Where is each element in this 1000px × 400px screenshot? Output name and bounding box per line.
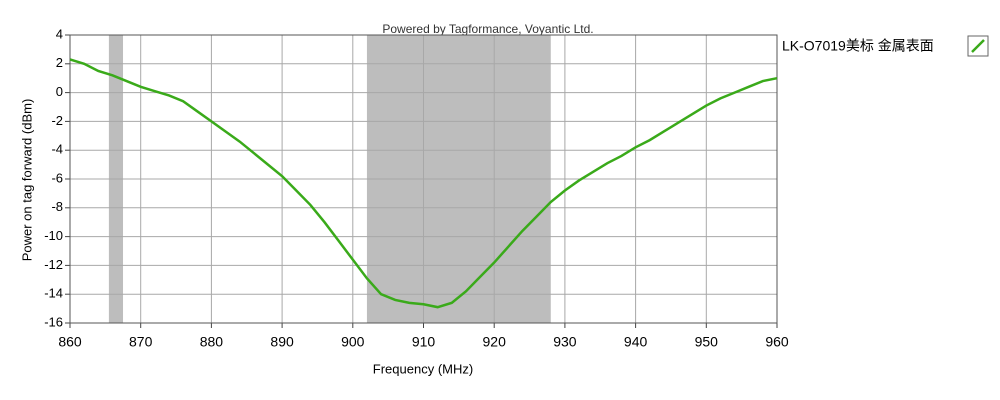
x-tick-label: 940 [624,334,648,350]
x-tick-label: 880 [200,334,224,350]
y-tick-label: -10 [44,228,63,243]
y-tick-label: 2 [56,55,63,70]
x-tick-label: 870 [129,334,153,350]
y-tick-label: -8 [51,199,63,214]
y-tick-label: 4 [56,26,63,41]
y-tick-label: -16 [44,314,63,329]
data-line [69,58,778,309]
x-tick-label: 890 [270,334,294,350]
x-tick-label: 920 [483,334,507,350]
legend-label: LK-O7019美标 金属表面 [782,38,934,54]
x-tick-label: 960 [765,334,789,350]
y-axis-label: Power on tag forward (dBm) [19,99,34,262]
x-tick-label: 860 [58,334,82,350]
chart-title: Powered by Tagformance, Voyantic Ltd. [382,22,593,36]
y-tick-label: -6 [51,170,63,185]
y-tick-label: -2 [51,113,63,128]
y-tick-label: -12 [44,257,63,272]
legend-swatch [971,39,985,53]
x-tick-label: 910 [412,334,436,350]
x-tick-label: 950 [695,334,719,350]
y-tick-label: 0 [56,84,63,99]
x-axis-label: Frequency (MHz) [373,361,473,376]
plot-border [69,34,778,324]
y-tick-label: -4 [51,142,63,157]
x-tick-label: 900 [341,334,365,350]
x-tick-label: 930 [553,334,577,350]
y-tick-label: -14 [44,286,63,301]
